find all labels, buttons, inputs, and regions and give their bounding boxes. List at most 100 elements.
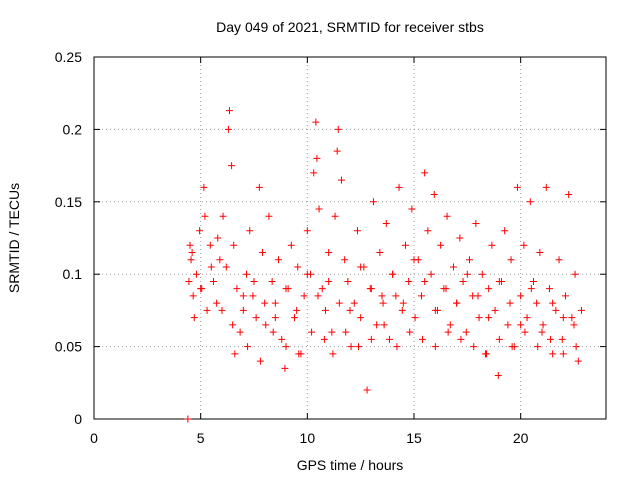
- data-point: [271, 299, 279, 307]
- data-point: [521, 328, 529, 336]
- axis-ticks: 0 5 10 15 20 0 0.05 0.1 0.15 0.2 0.25: [55, 49, 606, 446]
- data-point: [201, 212, 209, 220]
- data-point: [453, 299, 461, 307]
- data-point: [196, 227, 204, 235]
- data-point: [513, 183, 521, 191]
- data-point: [399, 299, 407, 307]
- y-tick-label: 0.05: [55, 339, 82, 355]
- plot-frame: [93, 56, 607, 420]
- data-point: [568, 314, 576, 322]
- data-point: [262, 321, 270, 329]
- data-point: [398, 306, 406, 314]
- data-point: [552, 306, 560, 314]
- data-point: [495, 335, 503, 343]
- data-point: [572, 343, 580, 351]
- data-point: [312, 118, 320, 126]
- data-point: [446, 321, 454, 329]
- data-point: [318, 285, 326, 293]
- data-point: [249, 292, 257, 300]
- data-point: [333, 147, 341, 155]
- y-tick-label: 0.1: [63, 266, 83, 282]
- data-point: [282, 343, 290, 351]
- data-point: [534, 343, 542, 351]
- data-point: [328, 328, 336, 336]
- y-tick-label: 0.15: [55, 194, 82, 210]
- data-point: [367, 285, 375, 293]
- data-point: [401, 241, 409, 249]
- data-point: [350, 299, 358, 307]
- data-point: [334, 125, 342, 133]
- data-point: [214, 234, 222, 242]
- data-point: [437, 241, 445, 249]
- data-point: [561, 292, 569, 300]
- data-point: [456, 234, 464, 242]
- data-point: [230, 241, 238, 249]
- data-point: [278, 335, 286, 343]
- data-point: [444, 328, 452, 336]
- data-point: [470, 343, 478, 351]
- data-point: [417, 292, 425, 300]
- x-tick-label: 20: [513, 430, 529, 446]
- data-point: [526, 198, 534, 206]
- chart-title: Day 049 of 2021, SRMTID for receiver stb…: [216, 19, 484, 35]
- data-point: [501, 227, 509, 235]
- data-point: [300, 292, 308, 300]
- data-point: [565, 191, 573, 199]
- data-point: [373, 321, 381, 329]
- data-point: [574, 357, 582, 365]
- x-tick-label: 5: [197, 430, 205, 446]
- data-point: [281, 364, 289, 372]
- data-point: [239, 306, 247, 314]
- data-point: [218, 306, 226, 314]
- data-point: [216, 256, 224, 264]
- data-point: [369, 198, 377, 206]
- data-point: [421, 277, 429, 285]
- data-point: [325, 248, 333, 256]
- x-tick-label: 0: [90, 430, 98, 446]
- data-point: [342, 328, 350, 336]
- data-point: [200, 183, 208, 191]
- data-point: [314, 292, 322, 300]
- data-point: [209, 277, 217, 285]
- data-point: [246, 227, 254, 235]
- x-axis-label: GPS time / hours: [297, 457, 404, 473]
- data-point: [203, 306, 211, 314]
- data-point: [495, 277, 503, 285]
- data-point: [347, 343, 355, 351]
- data-point: [421, 169, 429, 177]
- y-tick-label: 0.25: [55, 49, 82, 65]
- data-point: [341, 256, 349, 264]
- data-point: [269, 328, 277, 336]
- data-point: [395, 183, 403, 191]
- data-point: [549, 299, 557, 307]
- data-point: [542, 183, 550, 191]
- data-point: [228, 162, 236, 170]
- data-point: [431, 343, 439, 351]
- data-point: [353, 227, 361, 235]
- data-point: [547, 335, 555, 343]
- data-points: [184, 107, 585, 423]
- data-point: [337, 176, 345, 184]
- x-tick-label: 15: [406, 430, 422, 446]
- data-point: [443, 212, 451, 220]
- data-point: [206, 241, 214, 249]
- data-point: [363, 386, 371, 394]
- data-point: [189, 292, 197, 300]
- data-point: [427, 270, 435, 278]
- data-point: [559, 350, 567, 358]
- data-point: [410, 256, 418, 264]
- data-point: [419, 335, 427, 343]
- data-point: [449, 263, 457, 271]
- data-point: [293, 306, 301, 314]
- data-point: [549, 350, 557, 358]
- data-point: [389, 270, 397, 278]
- data-point: [225, 107, 233, 115]
- data-point: [539, 321, 547, 329]
- data-point: [315, 205, 323, 213]
- data-point: [250, 277, 258, 285]
- data-point: [188, 248, 196, 256]
- data-point: [555, 256, 563, 264]
- data-point: [559, 314, 567, 322]
- data-point: [346, 306, 354, 314]
